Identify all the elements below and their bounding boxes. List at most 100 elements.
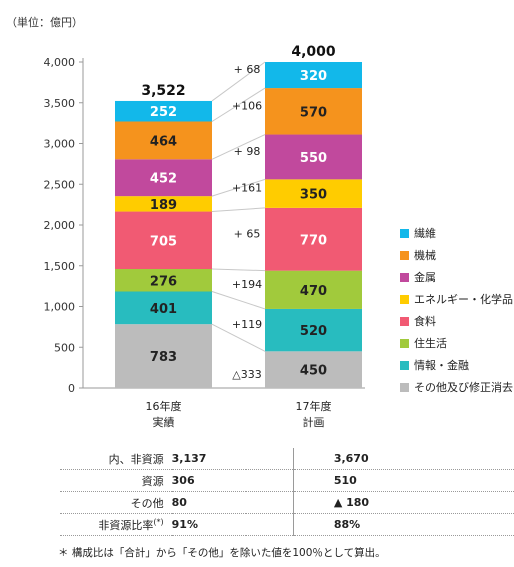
y-tick-label: 2,000	[44, 219, 76, 232]
legend-item: 金属	[400, 266, 513, 288]
bar-segment	[265, 134, 362, 180]
connector-line	[211, 87, 266, 122]
y-tick-label: 3,000	[44, 138, 76, 151]
footnote-marker: (*)	[153, 516, 164, 526]
legend-label: 情報・金融	[414, 359, 469, 372]
bar-segment-label: 783	[150, 350, 177, 365]
bar-segment-label: 570	[300, 105, 327, 120]
bar-segment-label: 550	[300, 151, 327, 166]
footnote: ＊ 構成比は「合計」から「その他」を除いた値を100％として算出。	[58, 547, 386, 559]
table-row: 資源 306 510	[60, 469, 514, 492]
legend-item: 情報・金融	[400, 354, 513, 376]
bar-segment-label: 189	[150, 198, 177, 213]
value-fy17: 3,670	[293, 448, 514, 470]
stacked-bar-chart: 0 500 1,000 1,500 2,000 2,500 3,000 3,500 4,000 7…	[44, 44, 365, 429]
connector-line	[211, 61, 266, 102]
legend-label: 金属	[414, 271, 436, 284]
bar-segment-label: 705	[150, 234, 177, 249]
bar-segment	[265, 179, 362, 208]
value-fy17: ▲ 180	[293, 491, 514, 514]
bar-segment	[115, 324, 212, 388]
bar-segment-label: 401	[150, 302, 177, 317]
bar-segment	[115, 211, 212, 270]
bar-segment-label: 452	[150, 172, 177, 187]
bar-total-label: 3,522	[141, 83, 185, 99]
x-category-label: 17年度	[296, 399, 332, 413]
column-divider	[245, 513, 294, 536]
legend-label: 食料	[414, 315, 436, 328]
connector-line	[211, 291, 266, 310]
y-tick-label: 500	[54, 341, 75, 354]
bar-segment-label: 320	[300, 69, 327, 84]
bar-segment-label: 464	[150, 134, 177, 149]
bar-segment	[115, 100, 212, 122]
legend-label: 機械	[414, 249, 436, 262]
row-label: 内、非資源	[60, 448, 172, 470]
column-divider	[245, 491, 294, 514]
bar-segment	[115, 159, 212, 197]
legend-item: エネルギー・化学品	[400, 288, 513, 310]
x-category-label: 16年度	[146, 399, 182, 413]
difference-label: +119	[232, 318, 262, 331]
value-fy17: 88%	[293, 513, 514, 536]
y-tick-label: 1,000	[44, 301, 76, 314]
row-label-text: 非資源比率	[98, 518, 154, 532]
value-fy16: 3,137	[171, 448, 246, 470]
bar-segment	[265, 88, 362, 135]
difference-label: + 68	[234, 63, 261, 76]
unit-label: （単位：億円）	[6, 16, 83, 29]
legend-swatch	[400, 316, 409, 326]
x-category-label: 計画	[303, 415, 325, 429]
y-tick-label: 2,500	[44, 178, 76, 191]
difference-label: +106	[232, 99, 262, 112]
legend-swatch	[400, 382, 409, 392]
table-row: 非資源比率(*) 91% 88%	[60, 513, 514, 536]
connector-line	[211, 268, 266, 272]
legend-item: 住生活	[400, 332, 513, 354]
y-tick-label: 3,500	[44, 97, 76, 110]
legend-label: 繊維	[414, 227, 436, 240]
value-fy16: 80	[171, 491, 246, 514]
bar-segment-label: 470	[300, 284, 327, 299]
x-category-label: 実績	[153, 415, 175, 429]
legend-item: その他及び修正消去	[400, 376, 513, 398]
legend-swatch	[400, 250, 409, 260]
summary-table: 内、非資源 3,137 3,670 資源 306 510 その他 80 ▲ 18…	[60, 448, 514, 536]
legend-swatch	[400, 228, 409, 238]
bar-segment-label: 252	[150, 105, 177, 120]
table-row: その他 80 ▲ 180	[60, 491, 514, 514]
bar-segment	[115, 196, 212, 212]
value-fy16: 91%	[171, 513, 246, 536]
legend-swatch	[400, 360, 409, 370]
bar-segment	[115, 269, 212, 292]
connector-line	[211, 134, 266, 160]
difference-label: +194	[232, 278, 262, 291]
value-fy17: 510	[293, 469, 514, 492]
bar-segment	[115, 291, 212, 325]
legend-label: 住生活	[414, 337, 447, 350]
column-divider	[245, 448, 294, 470]
connector-line	[211, 323, 266, 352]
row-label: 資源	[60, 469, 172, 492]
row-label: 非資源比率(*)	[60, 513, 172, 536]
legend-item: 繊維	[400, 222, 513, 244]
y-tick-label: 0	[68, 382, 75, 395]
y-tick-label: 4,000	[44, 56, 76, 69]
bar-segment	[115, 121, 212, 160]
legend-item: 機械	[400, 244, 513, 266]
bar-segment	[265, 308, 362, 352]
bar-total-label: 4,000	[291, 44, 336, 60]
legend: 繊維 機械 金属 エネルギー・化学品 食料 住生活 情報・金融 その他及び修正消…	[400, 222, 513, 398]
difference-label: + 98	[234, 145, 261, 158]
legend-label: その他及び修正消去	[414, 381, 513, 394]
column-divider	[245, 469, 294, 492]
value-fy16: 306	[171, 469, 246, 492]
difference-label: + 65	[234, 227, 261, 240]
row-label: その他	[60, 491, 172, 514]
legend-swatch	[400, 294, 409, 304]
bar-segment	[265, 270, 362, 309]
legend-swatch	[400, 338, 409, 348]
bar-segment	[265, 207, 362, 271]
y-tick-label: 1,500	[44, 260, 76, 273]
legend-item: 食料	[400, 310, 513, 332]
